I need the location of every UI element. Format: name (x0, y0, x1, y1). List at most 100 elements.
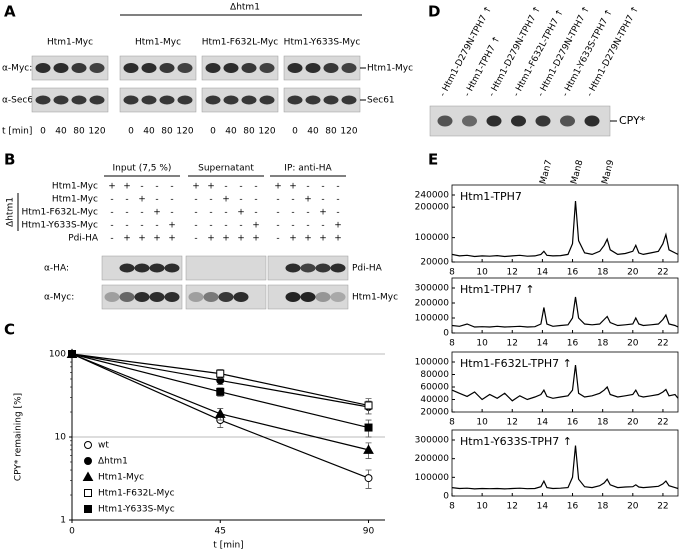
time: 40 (307, 127, 319, 137)
sign: - (291, 221, 294, 231)
time: 0 (210, 127, 216, 137)
y-tick-label: 60000 (420, 383, 449, 393)
sign: + (168, 234, 176, 244)
x-tick-label: 12 (507, 502, 518, 512)
sign: + (334, 234, 342, 244)
x-tick-label: 14 (537, 502, 549, 512)
point (364, 401, 373, 410)
band (511, 115, 526, 127)
group-label: Htm1-F632L-Myc (202, 38, 279, 48)
sign: - (276, 208, 279, 218)
y-tick-label: 80000 (420, 370, 449, 380)
y-tick-label: 240000 (415, 191, 450, 201)
sign: - (209, 195, 212, 205)
band (259, 95, 275, 105)
row-label: α-Myc: (44, 293, 74, 303)
y-tick-label: 40000 (420, 395, 449, 405)
sign: + (138, 195, 146, 205)
legend-label: Htm1-Y633S-Myc (98, 505, 175, 515)
sign: - (125, 195, 128, 205)
band (123, 63, 139, 73)
time: 80 (243, 127, 255, 137)
group-label: Supernatant (198, 164, 254, 174)
sign: - (155, 195, 158, 205)
band (330, 263, 346, 273)
plot-frame (451, 184, 679, 263)
band (104, 292, 120, 302)
band (233, 292, 249, 302)
sign: - (125, 208, 128, 218)
legend-marker (82, 471, 94, 481)
sign: - (170, 208, 173, 218)
sign: + (108, 182, 116, 192)
band (218, 292, 234, 302)
y-axis-label: CPY* remaining [%] (14, 393, 24, 481)
band (119, 263, 135, 273)
point (363, 444, 374, 454)
sign: + (319, 208, 327, 218)
sign: + (289, 182, 297, 192)
y-tick-label: 100000 (415, 233, 450, 243)
band-label: CPY* (619, 114, 646, 127)
legend-marker (84, 457, 92, 465)
sign: + (237, 208, 245, 218)
x-tick-label: 20 (627, 339, 639, 349)
sign: + (304, 195, 312, 205)
sign: - (336, 195, 339, 205)
band (89, 63, 105, 73)
sign: - (140, 182, 143, 192)
sign: - (170, 182, 173, 192)
x-tick-label: 10 (476, 339, 488, 349)
sign: - (110, 221, 113, 231)
y-tick-label: 200000 (415, 299, 450, 309)
band (330, 292, 346, 302)
x-tick-label: 45 (215, 527, 226, 537)
x-tick-label: 8 (449, 339, 455, 349)
x-tick-label: 22 (657, 502, 668, 512)
time: 0 (292, 127, 298, 137)
sign: - (306, 208, 309, 218)
band (71, 63, 87, 73)
x-tick-label: 14 (537, 268, 549, 278)
sign: + (123, 234, 131, 244)
sign: + (319, 234, 327, 244)
band (285, 292, 301, 302)
band (486, 115, 502, 127)
series-line (71, 353, 369, 451)
panel-label: C (4, 321, 15, 339)
y-tick-label: 100000 (415, 473, 450, 483)
sign: - (224, 182, 227, 192)
band (287, 63, 303, 73)
sign: - (276, 195, 279, 205)
band (315, 292, 331, 302)
band (149, 292, 165, 302)
row-label: Htm1-Myc (52, 195, 98, 205)
sign: + (237, 234, 245, 244)
trace-line (451, 365, 679, 402)
y-tick-label: 200000 (415, 454, 450, 464)
band (223, 95, 239, 105)
band (259, 63, 275, 73)
x-tick-label: 16 (567, 268, 579, 278)
x-tick-label: 22 (657, 418, 668, 428)
band (188, 292, 204, 302)
band (584, 115, 600, 127)
band (205, 63, 221, 73)
plot-frame (451, 277, 679, 334)
band-label: Pdi-HA (352, 264, 383, 274)
band (462, 115, 477, 127)
band (141, 63, 157, 73)
sign: - (321, 195, 324, 205)
band (53, 95, 69, 105)
row-label: α-Sec61: (2, 96, 42, 106)
trace-line (451, 445, 679, 490)
x-tick-label: 12 (507, 418, 518, 428)
group-label: IP: anti-HA (284, 164, 332, 174)
band (177, 95, 193, 105)
x-tick-label: 10 (476, 502, 488, 512)
trace-title: Htm1-TPH7 (460, 190, 522, 203)
y-tick-label: 0 (443, 329, 449, 339)
sign: + (153, 208, 161, 218)
time: 40 (55, 127, 67, 137)
